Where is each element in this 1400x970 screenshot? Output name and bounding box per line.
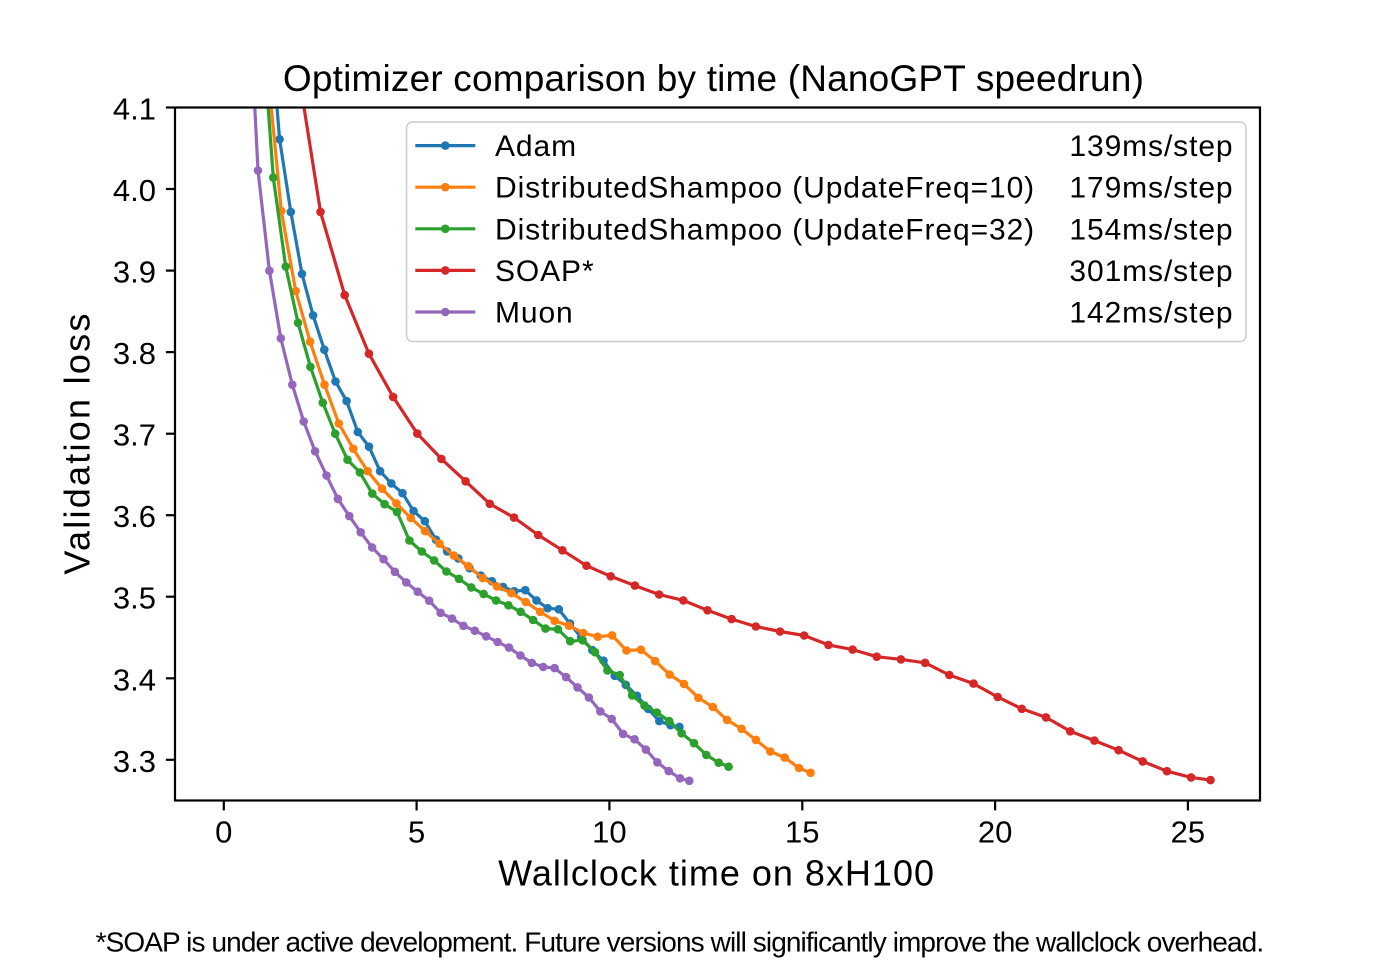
svg-text:SOAP*: SOAP* <box>495 255 595 288</box>
svg-text:4.0: 4.0 <box>113 173 156 208</box>
svg-text:DistributedShampoo (UpdateFreq: DistributedShampoo (UpdateFreq=10) <box>495 172 1035 205</box>
svg-text:5: 5 <box>408 814 425 849</box>
svg-text:20: 20 <box>978 814 1012 849</box>
svg-text:3.5: 3.5 <box>113 581 156 616</box>
svg-text:154ms/step: 154ms/step <box>1069 213 1233 246</box>
svg-text:3.9: 3.9 <box>113 255 156 290</box>
svg-text:15: 15 <box>785 814 819 849</box>
svg-text:Muon: Muon <box>495 297 574 330</box>
svg-text:Validation loss: Validation loss <box>57 311 98 574</box>
svg-text:Optimizer comparison by time (: Optimizer comparison by time (NanoGPT sp… <box>283 58 1144 99</box>
svg-text:142ms/step: 142ms/step <box>1069 297 1233 330</box>
svg-text:3.8: 3.8 <box>113 336 156 371</box>
svg-text:301ms/step: 301ms/step <box>1069 255 1233 288</box>
svg-text:179ms/step: 179ms/step <box>1069 172 1233 205</box>
svg-text:10: 10 <box>592 814 626 849</box>
svg-text:3.4: 3.4 <box>113 662 156 697</box>
svg-text:DistributedShampoo (UpdateFreq: DistributedShampoo (UpdateFreq=32) <box>495 213 1035 246</box>
svg-text:139ms/step: 139ms/step <box>1069 130 1233 163</box>
svg-text:3.3: 3.3 <box>113 744 156 779</box>
svg-text:3.7: 3.7 <box>113 418 156 453</box>
svg-text:Adam: Adam <box>495 130 577 163</box>
svg-text:0: 0 <box>215 814 232 849</box>
svg-text:3.6: 3.6 <box>113 499 156 534</box>
svg-text:4.1: 4.1 <box>113 92 156 127</box>
svg-text:*SOAP is under active developm: *SOAP is under active development. Futur… <box>96 927 1264 958</box>
svg-text:Wallclock time on 8xH100: Wallclock time on 8xH100 <box>498 853 935 894</box>
svg-text:25: 25 <box>1171 814 1205 849</box>
